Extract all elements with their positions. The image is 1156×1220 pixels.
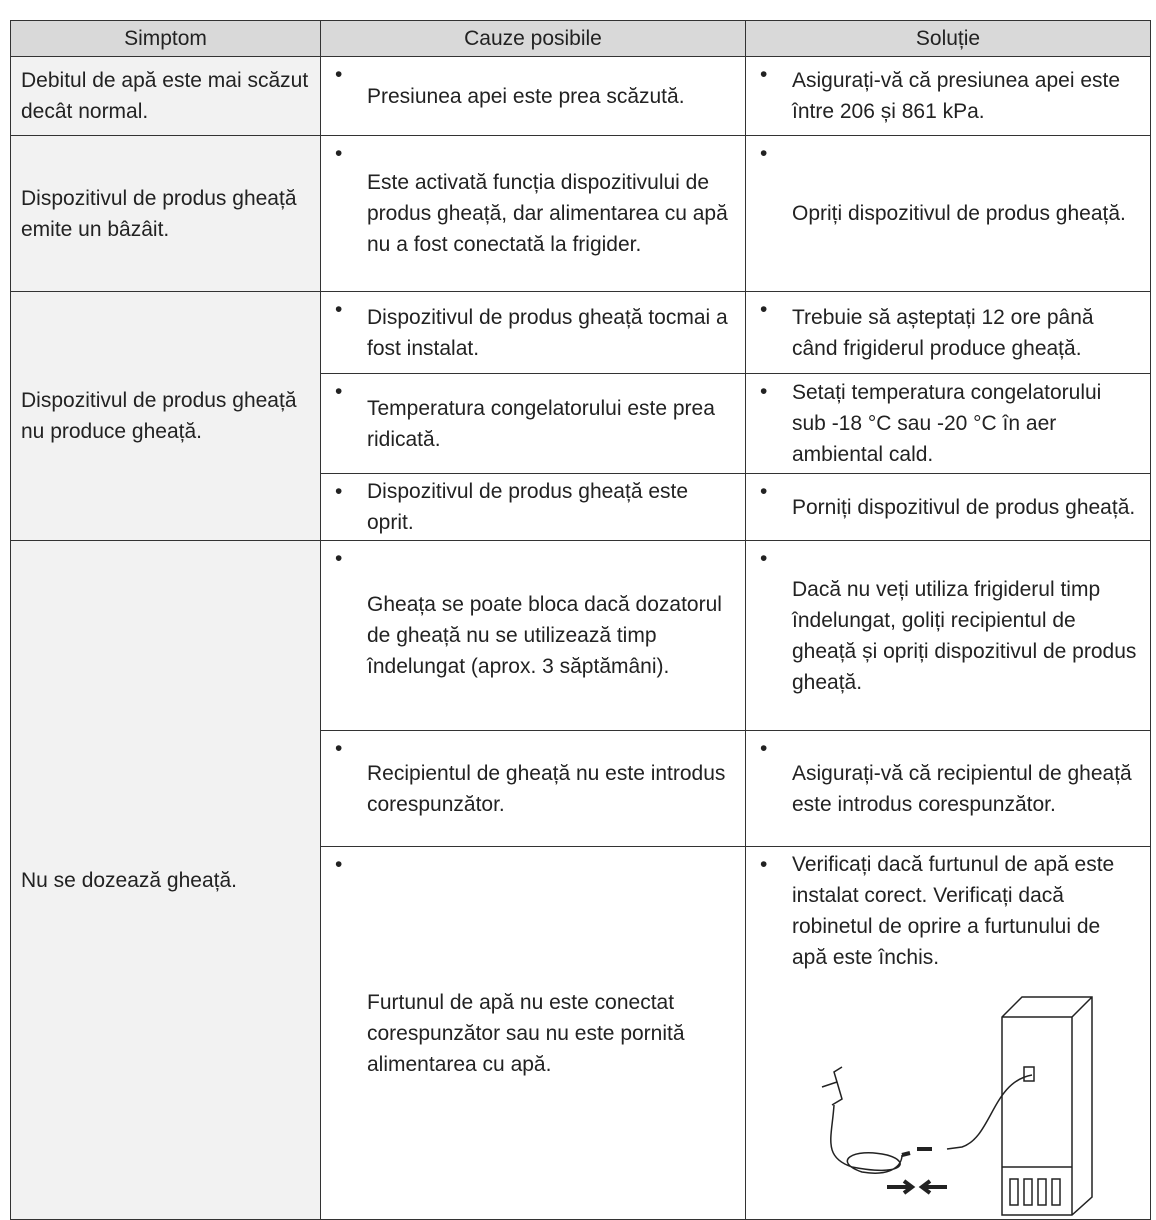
cause-cell: Gheața se poate bloca dacă dozatorul de …: [320, 540, 746, 731]
cause-cell: Este activată funcția dispozitivului de …: [320, 135, 746, 292]
solution-text: Asigurați-vă că presiunea apei este într…: [792, 69, 1121, 123]
symptom-cell: Dispozitivul de produs gheață nu produce…: [10, 291, 321, 541]
table-row: Debitul de apă este mai scăzut decât nor…: [10, 56, 1151, 136]
solution-cell: Dacă nu veți utiliza frigiderul timp înd…: [745, 540, 1151, 731]
table-row: Dispozitivul de produs gheață nu produce…: [10, 291, 1151, 541]
solution-text: Dacă nu veți utiliza frigiderul timp înd…: [792, 577, 1137, 694]
table-row: Temperatura congelatorului este prea rid…: [11, 373, 1151, 474]
hose-illustration: [821, 996, 1093, 1216]
solution-cell: Porniți dispozitivul de produs gheață.: [745, 473, 1151, 541]
header-row: Simptom Cauze posibile Soluție: [10, 20, 1151, 57]
table-row: Dispozitivul de produs gheață emite un b…: [10, 135, 1151, 292]
symptom-cell: Debitul de apă este mai scăzut decât nor…: [10, 56, 321, 136]
table-body: Debitul de apă este mai scăzut decât nor…: [10, 56, 1151, 1220]
cause-cell: Furtunul de apă nu este conectat corespu…: [320, 846, 746, 1220]
cause-cell: Dispozitivul de produs gheață este oprit…: [320, 473, 746, 541]
solution-text: Porniți dispozitivul de produs gheață.: [792, 495, 1136, 519]
solution-cell: Verificați dacă furtunul de apă este ins…: [745, 846, 1151, 1220]
cause-cell: Recipientul de gheață nu este introdus c…: [320, 730, 746, 847]
solution-cell: Setați temperatura congelatorului sub -1…: [745, 373, 1151, 474]
symptom-cell: Nu se dozează gheață.: [10, 540, 321, 1220]
solution-text: Setați temperatura congelatorului sub -1…: [792, 381, 1102, 466]
solution-cell: Asigurați-vă că presiunea apei este într…: [745, 56, 1151, 136]
troubleshooting-table: Simptom Cauze posibile Soluție Debitul d…: [10, 20, 1151, 1220]
cause-cell: Presiunea apei este prea scăzută.: [320, 56, 746, 136]
table-row: Nu se dozează gheață.Gheața se poate blo…: [10, 540, 1151, 1220]
header-cell: Simptom: [10, 20, 321, 57]
table-row: Dispozitivul de produs gheață este oprit…: [11, 473, 1151, 541]
solution-text: Opriți dispozitivul de produs gheață.: [792, 202, 1126, 225]
header-cell: Soluție: [745, 20, 1151, 57]
symptom-cell: Dispozitivul de produs gheață emite un b…: [10, 135, 321, 292]
cause-cell: Temperatura congelatorului este prea rid…: [320, 373, 746, 474]
cause-cell: Dispozitivul de produs gheață tocmai a f…: [320, 291, 746, 374]
header-cell: Cauze posibile: [320, 20, 746, 57]
solution-text: Trebuie să așteptați 12 ore până când fr…: [792, 305, 1094, 360]
solution-cell: Opriți dispozitivul de produs gheață.: [745, 135, 1151, 292]
solution-text: Asigurați-vă că recipientul de gheață es…: [792, 761, 1132, 816]
table-row: Recipientul de gheață nu este introdus c…: [11, 730, 1151, 847]
solution-cell: Asigurați-vă că recipientul de gheață es…: [745, 730, 1151, 847]
solution-text: Verificați dacă furtunul de apă este ins…: [792, 853, 1115, 969]
solution-cell: Trebuie să așteptați 12 ore până când fr…: [745, 291, 1151, 374]
table-row: Furtunul de apă nu este conectat corespu…: [11, 846, 1151, 1220]
